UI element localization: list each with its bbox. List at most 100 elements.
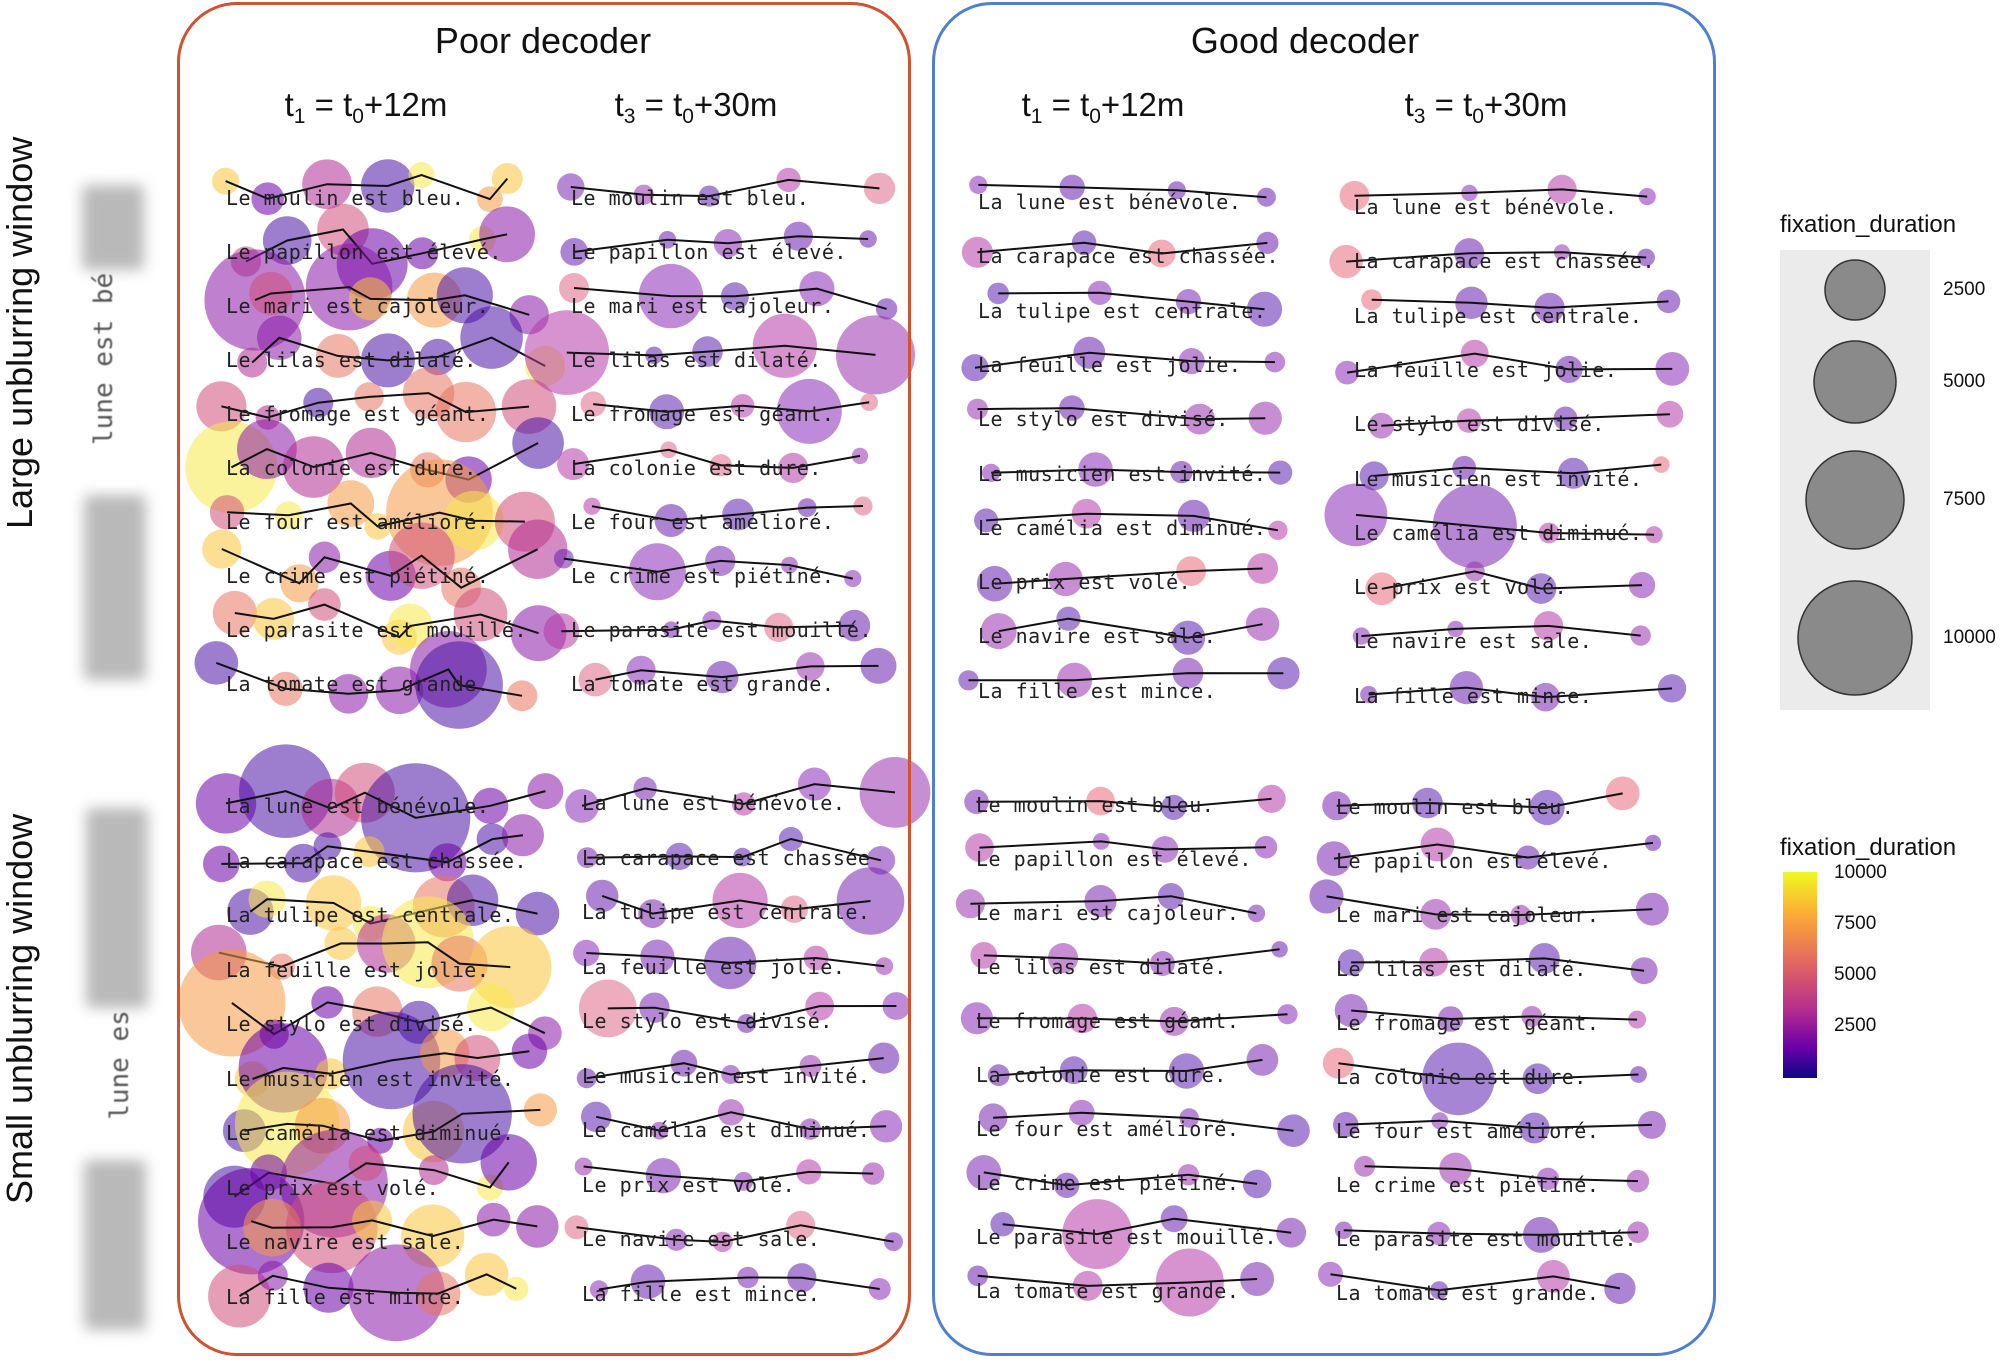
saccade-line xyxy=(215,661,523,697)
sentence-good-large-t1: La feuille est jolie. xyxy=(978,352,1242,377)
sentence-poor-large-t3: Le four est amélioré. xyxy=(571,510,835,534)
saccade-line xyxy=(977,241,1268,255)
sentence-poor-large-t1: Le parasite est mouillé. xyxy=(226,618,527,642)
sentence-good-small-t1: Le four est amélioré. xyxy=(976,1117,1240,1141)
fixation xyxy=(576,847,598,868)
sentence-good-small-t3: La colonie est dure. xyxy=(1336,1065,1587,1089)
sentence-poor-small-t3: Le musicien est invité. xyxy=(582,1063,871,1088)
saccade-line xyxy=(1351,1009,1638,1021)
sentence-good-large-t1: Le prix est volé. xyxy=(978,570,1192,595)
color-legend-label: 10000 xyxy=(1834,862,1887,883)
sentence-good-small-t3: Le moulin est bleu. xyxy=(1336,795,1575,819)
sentence-good-small-t1: Le parasite est mouillé. xyxy=(976,1225,1277,1249)
sentence-good-small-t1: Le lilas est dilaté. xyxy=(976,955,1227,979)
col-title-poor-t3: t3 = t0+30m xyxy=(614,86,778,128)
scanpath-poor-small-t1 xyxy=(178,744,564,1342)
sentence-poor-large-t1: La tomate est grande. xyxy=(226,672,490,696)
sentence-poor-small-t3: Le camélia est diminué. xyxy=(582,1118,871,1142)
saccade-line xyxy=(601,894,871,915)
fixation xyxy=(1271,941,1288,958)
sentence-good-large-t1: La carapace est chassée. xyxy=(978,244,1279,269)
saccade-line xyxy=(970,895,1257,915)
saccade-line xyxy=(1346,251,1647,263)
sentence-poor-small-t1: La carapace est chassée. xyxy=(226,848,527,873)
sentence-good-large-t3: Le stylo est divisé. xyxy=(1354,412,1605,437)
sentence-good-large-t3: La feuille est jolie. xyxy=(1354,357,1618,382)
saccade-line xyxy=(227,502,525,528)
sentence-poor-small-t1: La tulipe est centrale. xyxy=(226,903,515,927)
fixation xyxy=(868,1042,900,1074)
color-legend-label: 5000 xyxy=(1834,964,1877,985)
saccade-line xyxy=(250,1218,538,1238)
fixation xyxy=(578,979,637,1038)
sentence-good-large-t1: La tulipe est centrale. xyxy=(978,298,1267,323)
sentence-good-small-t1: La tomate est grande. xyxy=(976,1279,1240,1303)
sentence-poor-small-t3: La lune est bénévole. xyxy=(582,791,846,815)
saccade-line xyxy=(977,1274,1258,1287)
sentence-good-large-t3: Le prix est volé. xyxy=(1354,575,1568,600)
scanpath-poor-large-t1 xyxy=(185,159,568,729)
scanpath-poor-small-t3 xyxy=(564,757,931,1300)
fixation xyxy=(955,889,986,919)
saccade-line xyxy=(1338,1062,1639,1080)
saccade-line xyxy=(598,1276,880,1291)
sentence-poor-small-t1: La feuille est jolie. xyxy=(226,957,490,982)
saccade-line xyxy=(1361,624,1641,638)
sentence-poor-small-t3: La feuille est jolie. xyxy=(582,954,846,979)
sentence-poor-large-t3: Le parasite est mouillé. xyxy=(571,618,872,642)
saccade-line xyxy=(251,336,546,367)
sentence-poor-small-t3: La fille est mince. xyxy=(582,1281,821,1306)
fixation xyxy=(1636,892,1669,926)
sentence-good-small-t1: Le fromage est géant. xyxy=(976,1009,1240,1033)
sentence-good-large-t3: La tulipe est centrale. xyxy=(1354,303,1643,328)
sentence-poor-small-t3: La tulipe est centrale. xyxy=(582,900,871,924)
col-title-good-t1: t1 = t0+12m xyxy=(1021,86,1185,128)
saccade-line xyxy=(586,1057,884,1080)
saccade-line xyxy=(1364,1165,1638,1183)
saccade-line xyxy=(221,548,539,589)
sentence-good-small-t1: Le moulin est bleu. xyxy=(976,793,1215,817)
saccade-line xyxy=(993,1111,1294,1132)
saccade-line xyxy=(968,672,1284,682)
fixation xyxy=(202,529,242,569)
sentence-good-large-t3: Le musicien est invité. xyxy=(1354,466,1643,491)
sentence-poor-large-t3: Le papillon est élevé. xyxy=(571,240,847,264)
sentence-good-large-t1: Le stylo est divisé. xyxy=(978,407,1229,432)
fixation xyxy=(580,391,606,417)
size-legend-label: 7500 xyxy=(1943,489,1986,510)
saccade-line xyxy=(1368,686,1673,699)
sentence-good-small-t3: Le crime est piétiné. xyxy=(1336,1173,1600,1197)
sentence-poor-small-t1: Le prix est volé. xyxy=(226,1175,440,1200)
saccade-line xyxy=(1326,895,1653,917)
sentence-good-small-t1: Le crime est piétiné. xyxy=(976,1171,1240,1195)
sentence-poor-large-t1: Le lilas est dilaté. xyxy=(226,348,477,372)
size-legend-label: 5000 xyxy=(1943,371,1986,392)
sentence-good-large-t1: Le camélia est diminué. xyxy=(978,515,1267,540)
saccade-line xyxy=(1336,792,1623,809)
fixation xyxy=(1268,520,1288,540)
saccade-line xyxy=(586,952,885,968)
saccade-line xyxy=(566,344,876,357)
poor-decoder-title: Poor decoder xyxy=(434,20,652,61)
scanpath-good-small-t3 xyxy=(1309,776,1669,1305)
sentence-poor-large-t1: Le moulin est bleu. xyxy=(226,186,465,210)
saccade-line xyxy=(581,783,896,807)
saccade-line xyxy=(983,1171,1258,1187)
saccade-line xyxy=(1381,413,1670,427)
saccade-line xyxy=(561,619,855,633)
saccade-line xyxy=(572,448,861,469)
sentence-poor-large-t3: Le moulin est bleu. xyxy=(571,186,810,210)
sentence-poor-large-t3: La tomate est grande. xyxy=(571,672,835,696)
fixation xyxy=(970,942,998,969)
sentence-poor-small-t1: Le camélia est diminué. xyxy=(226,1121,515,1145)
fixation xyxy=(212,590,257,636)
saccade-line xyxy=(587,837,882,862)
sentence-poor-large-t1: Le fromage est géant. xyxy=(226,402,490,426)
scanpath-good-large-t3 xyxy=(1324,174,1690,712)
poor-decoder-panel xyxy=(177,2,911,1356)
sentence-poor-small-t3: Le stylo est divisé. xyxy=(582,1009,833,1033)
sentence-poor-large-t3: La colonie est dure. xyxy=(571,456,822,480)
sentence-poor-small-t1: Le musicien est invité. xyxy=(226,1066,515,1091)
fixation xyxy=(1333,1111,1359,1138)
